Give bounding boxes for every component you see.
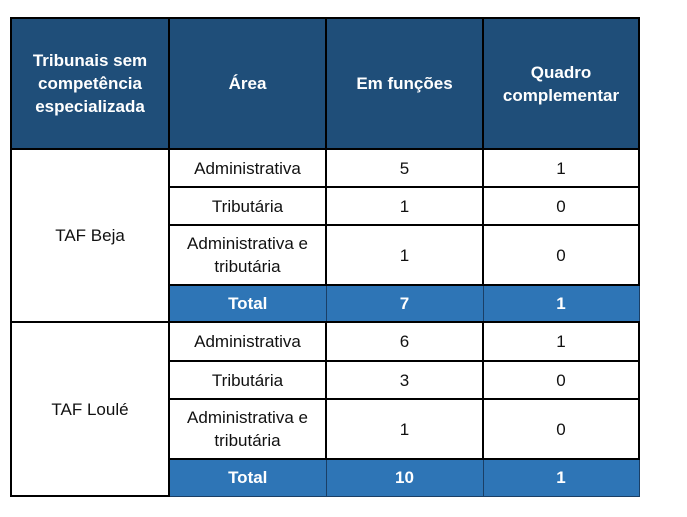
supplementary-cell: 0 — [482, 360, 640, 400]
supplementary-cell: 0 — [482, 186, 640, 226]
table-row: Administrativa e tributária 1 0 — [11, 224, 640, 286]
supplementary-cell: 0 — [482, 224, 640, 286]
in-office-cell: 5 — [325, 148, 484, 188]
area-cell: Tributária — [168, 360, 327, 400]
total-label: Total — [168, 284, 327, 323]
total-supplementary: 1 — [482, 458, 640, 497]
header-in-office: Em funções — [325, 17, 484, 150]
in-office-cell: 6 — [325, 321, 484, 362]
in-office-cell: 3 — [325, 360, 484, 400]
court-cell: TAF Loulé — [10, 321, 170, 497]
total-in-office: 7 — [325, 284, 484, 323]
area-cell: Administrativa — [168, 321, 327, 362]
in-office-cell: 1 — [325, 186, 484, 226]
total-row: Total 7 1 — [11, 284, 640, 323]
table-row: Administrativa e tributária 1 0 — [11, 398, 640, 460]
header-court: Tribunais sem competência especializada — [10, 17, 170, 150]
table-row: Tributária 1 0 — [11, 186, 640, 226]
header-row: Tribunais sem competência especializada … — [10, 17, 640, 150]
supplementary-cell: 1 — [482, 148, 640, 188]
in-office-cell: 1 — [325, 224, 484, 286]
header-supplementary: Quadro complementar — [482, 17, 640, 150]
total-label: Total — [168, 458, 327, 497]
court-cell: TAF Beja — [10, 148, 170, 323]
area-cell: Administrativa e tributária — [168, 398, 327, 460]
supplementary-cell: 0 — [482, 398, 640, 460]
area-cell: Tributária — [168, 186, 327, 226]
table-row: TAF Loulé Administrativa 6 1 — [10, 321, 640, 497]
supplementary-cell: 1 — [482, 321, 640, 362]
in-office-cell: 1 — [325, 398, 484, 460]
total-row: Total 10 1 — [11, 458, 640, 497]
area-cell: Administrativa — [168, 148, 327, 188]
table-row: Tributária 3 0 — [11, 360, 640, 400]
area-cell: Administrativa e tributária — [168, 224, 327, 286]
header-area: Área — [168, 17, 327, 150]
total-supplementary: 1 — [482, 284, 640, 323]
table-row: TAF Beja Administrativa 5 1 — [10, 148, 640, 323]
total-in-office: 10 — [325, 458, 484, 497]
courts-table: Tribunais sem competência especializada … — [10, 17, 640, 497]
